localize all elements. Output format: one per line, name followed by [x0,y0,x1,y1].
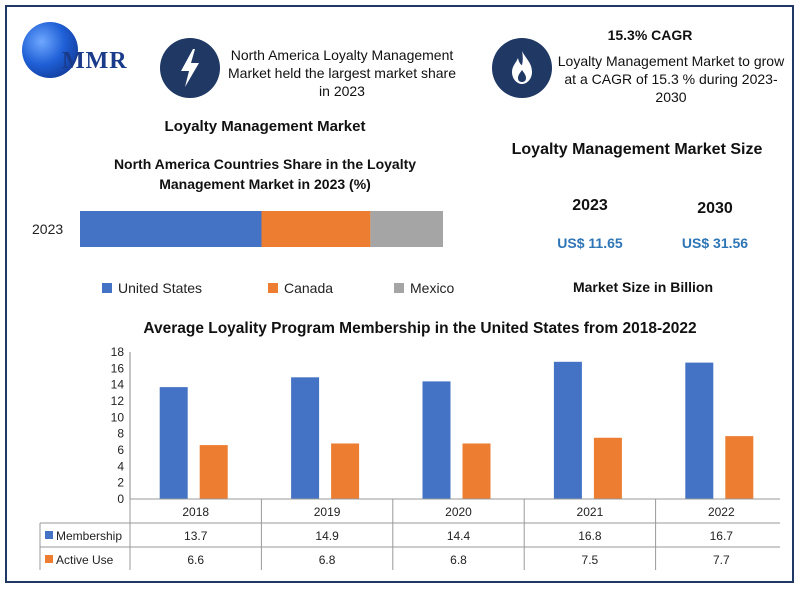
y-tick-label: 8 [117,427,124,441]
legend-item-united-states: United States [102,280,202,296]
share-bar-mexico [370,211,443,247]
legend-item-canada: Canada [268,280,333,296]
bar-membership-2019 [291,377,320,499]
bar-membership-2020 [422,381,451,499]
market-size-value-2030: US$ 31.56 [681,235,749,251]
share-bar-canada [261,211,371,247]
y-tick-label: 0 [117,492,124,506]
y-tick-label: 14 [111,378,125,392]
table-series-label: Active Use [56,553,114,567]
legend-swatch [394,283,404,293]
legend-label: Mexico [410,280,455,296]
market-size-value-2023: US$ 11.65 [557,235,623,251]
cagr-text: Loyalty Management Market to grow at a C… [557,53,785,105]
table-value: 13.7 [184,529,208,543]
info-left-text: North America Loyalty Management Market … [228,47,456,99]
bar-active-use-2020 [462,443,491,499]
y-tick-label: 4 [117,459,124,473]
table-series-label: Membership [56,529,122,543]
logo-text: MMR [62,48,128,74]
share-bar-united-states [80,211,262,247]
table-value: 14.4 [447,529,471,543]
bar-active-use-2018 [199,445,228,499]
bar-active-use-2022 [725,436,754,499]
globe-icon [22,22,78,78]
market-size-unit: Market Size in Billion [572,279,714,295]
x-tick-label: 2019 [314,505,341,519]
y-tick-label: 6 [117,443,124,457]
table-value: 6.8 [319,553,336,567]
table-value: 14.9 [315,529,339,543]
share-chart: 2023 [32,211,443,247]
flame-icon [492,38,552,98]
legend-label: United States [118,280,203,296]
share-chart-title: North America Countries Share in the Loy… [113,156,417,192]
y-tick-label: 10 [111,410,125,424]
cagr-title: 15.3% CAGR [607,27,693,43]
y-tick-label: 16 [111,361,125,375]
y-tick-label: 12 [111,394,125,408]
market-size-title: Loyalty Management Market Size [511,141,763,158]
membership-chart-title: Average Loyality Program Membership in t… [143,320,697,337]
bar-membership-2018 [159,387,188,499]
table-legend-swatch [45,555,53,563]
bar-active-use-2021 [593,437,622,499]
share-category-label: 2023 [32,221,63,237]
lightning-icon [160,38,220,98]
section-title: Loyalty Management Market [164,118,366,135]
bar-active-use-2019 [331,443,360,499]
outer-frame [5,5,794,583]
bar-membership-2022 [685,362,714,499]
table-value: 16.7 [710,529,734,543]
table-legend-swatch [45,531,53,539]
market-size-year-2030: 2030 [697,200,733,217]
legend-swatch [268,283,278,293]
membership-chart: 0 2 4 6 8 10 12 14 16 18 2018 2019 2020 2021 2022 Membe… [39,345,780,570]
x-tick-label: 2021 [577,505,604,519]
bar-membership-2021 [553,361,582,499]
table-value: 16.8 [578,529,602,543]
legend-swatch [102,283,112,293]
x-tick-label: 2018 [182,505,209,519]
legend-item-mexico: Mexico [394,280,454,296]
table-value: 7.7 [713,553,730,567]
table-value: 6.6 [187,553,204,567]
x-tick-label: 2022 [708,505,735,519]
y-tick-label: 2 [117,476,124,490]
y-tick-label: 18 [111,345,125,359]
table-value: 6.8 [450,553,467,567]
legend-label: Canada [284,280,334,296]
market-size-year-2023: 2023 [572,197,608,214]
x-tick-label: 2020 [445,505,472,519]
table-value: 7.5 [582,553,599,567]
